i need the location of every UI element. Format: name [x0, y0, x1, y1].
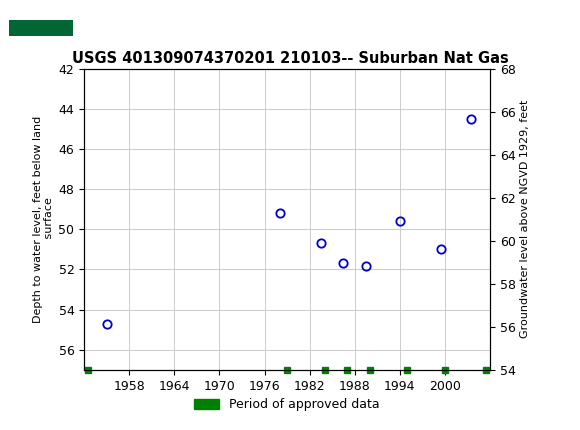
Y-axis label: Depth to water level, feet below land
 surface: Depth to water level, feet below land su…: [32, 116, 54, 323]
Y-axis label: Groundwater level above NGVD 1929, feet: Groundwater level above NGVD 1929, feet: [520, 100, 530, 338]
FancyBboxPatch shape: [6, 3, 75, 37]
Text: USGS: USGS: [84, 12, 139, 29]
Text: USGS 401309074370201 210103-- Suburban Nat Gas: USGS 401309074370201 210103-- Suburban N…: [71, 51, 509, 65]
Legend: Period of approved data: Period of approved data: [189, 393, 385, 416]
FancyBboxPatch shape: [9, 20, 72, 36]
